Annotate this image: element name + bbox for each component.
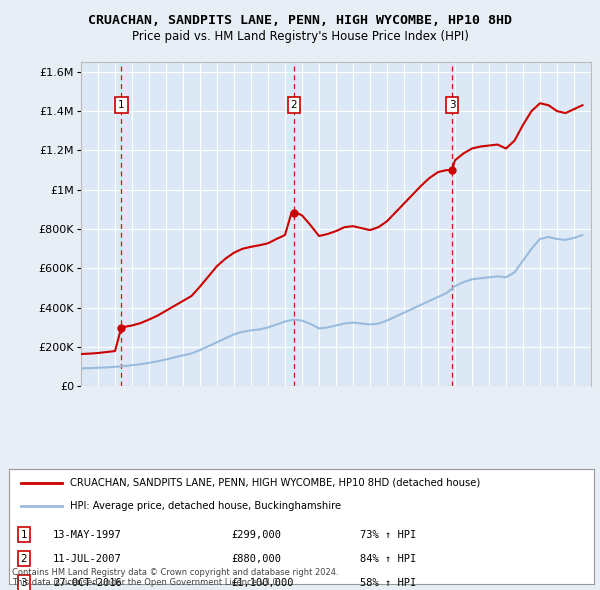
Text: 3: 3: [20, 578, 27, 588]
Text: 2: 2: [20, 554, 27, 564]
Text: Price paid vs. HM Land Registry's House Price Index (HPI): Price paid vs. HM Land Registry's House …: [131, 30, 469, 43]
Text: £299,000: £299,000: [232, 530, 281, 540]
Text: HPI: Average price, detached house, Buckinghamshire: HPI: Average price, detached house, Buck…: [70, 501, 341, 511]
Text: 73% ↑ HPI: 73% ↑ HPI: [360, 530, 416, 540]
Text: 1: 1: [118, 100, 125, 110]
Text: CRUACHAN, SANDPITS LANE, PENN, HIGH WYCOMBE, HP10 8HD (detached house): CRUACHAN, SANDPITS LANE, PENN, HIGH WYCO…: [70, 478, 481, 488]
Text: £1,100,000: £1,100,000: [232, 578, 294, 588]
Text: 27-OCT-2016: 27-OCT-2016: [53, 578, 122, 588]
Text: 11-JUL-2007: 11-JUL-2007: [53, 554, 122, 564]
Text: 3: 3: [449, 100, 455, 110]
Text: 58% ↑ HPI: 58% ↑ HPI: [360, 578, 416, 588]
Text: Contains HM Land Registry data © Crown copyright and database right 2024.
This d: Contains HM Land Registry data © Crown c…: [12, 568, 338, 587]
Text: CRUACHAN, SANDPITS LANE, PENN, HIGH WYCOMBE, HP10 8HD: CRUACHAN, SANDPITS LANE, PENN, HIGH WYCO…: [88, 14, 512, 27]
Text: CRUACHAN, SANDPITS LANE, PENN, HIGH WYCOMBE, HP10 8HD (detached house): CRUACHAN, SANDPITS LANE, PENN, HIGH WYCO…: [73, 475, 484, 485]
Text: £880,000: £880,000: [232, 554, 281, 564]
Text: 13-MAY-1997: 13-MAY-1997: [53, 530, 122, 540]
Text: 2: 2: [290, 100, 298, 110]
Text: 84% ↑ HPI: 84% ↑ HPI: [360, 554, 416, 564]
Text: HPI: Average price, detached house, Buckinghamshire: HPI: Average price, detached house, Buck…: [73, 495, 344, 505]
Text: 1: 1: [20, 530, 27, 540]
